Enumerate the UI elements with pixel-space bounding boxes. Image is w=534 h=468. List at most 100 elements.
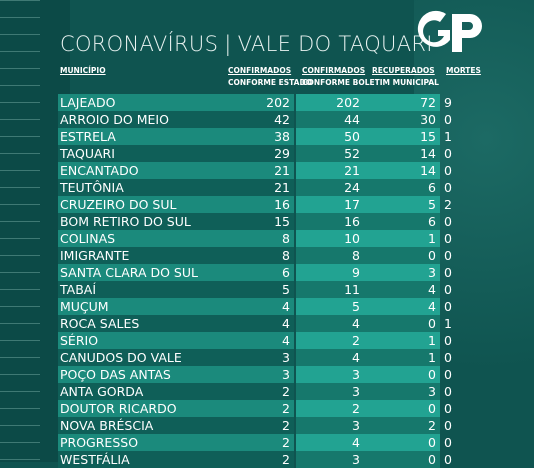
title-separator: | <box>224 32 232 56</box>
stripe-line <box>0 187 40 188</box>
table-row: NOVA BRÉSCIA 2 3 2 0 <box>58 417 472 434</box>
recuperados-cell: 72 <box>364 94 440 111</box>
stripe-line <box>0 425 40 426</box>
table-row: POÇO DAS ANTAS 3 3 0 0 <box>58 366 472 383</box>
confirmados-municipal-cell: 11 <box>296 281 364 298</box>
confirmados-estado-cell: 8 <box>230 230 294 247</box>
confirmados-municipal-cell: 50 <box>296 128 364 145</box>
mortes-cell: 0 <box>444 299 452 314</box>
stripe-line <box>0 102 40 103</box>
confirmados-estado-cell: 4 <box>230 315 294 332</box>
stripe-line <box>0 323 40 324</box>
municipio-cell: CANUDOS DO VALE <box>58 349 230 366</box>
stripe-line <box>0 204 40 205</box>
confirmados-estado-cell: 29 <box>230 145 294 162</box>
municipio-cell: ARROIO DO MEIO <box>58 111 230 128</box>
header-recuperados: RECUPERADOS <box>372 66 435 75</box>
header-mortes: MORTES <box>446 66 481 75</box>
mortes-cell: 0 <box>444 282 452 297</box>
table-row: ESTRELA 38 50 15 1 <box>58 128 472 145</box>
confirmados-municipal-cell: 2 <box>296 332 364 349</box>
mortes-cell: 0 <box>444 265 452 280</box>
recuperados-cell: 6 <box>364 213 440 230</box>
stripe-line <box>0 459 40 460</box>
confirmados-municipal-cell: 4 <box>296 349 364 366</box>
stripe-line <box>0 153 40 154</box>
mortes-cell: 0 <box>444 180 452 195</box>
confirmados-estado-cell: 2 <box>230 451 294 468</box>
page-title: CORONAVÍRUS | VALE DO TAQUARI <box>60 32 433 56</box>
confirmados-estado-cell: 21 <box>230 162 294 179</box>
mortes-cell: 0 <box>444 384 452 399</box>
confirmados-estado-cell: 2 <box>230 383 294 400</box>
stripe-line <box>0 34 40 35</box>
table-row: ENCANTADO 21 21 14 0 <box>58 162 472 179</box>
table-row: CANUDOS DO VALE 3 4 1 0 <box>58 349 472 366</box>
table-row: COLINAS 8 10 1 0 <box>58 230 472 247</box>
stripe-line <box>0 357 40 358</box>
mortes-cell: 0 <box>444 418 452 433</box>
mortes-cell: 0 <box>444 367 452 382</box>
table-row: LAJEADO 202 202 72 9 <box>58 94 472 111</box>
recuperados-cell: 1 <box>364 349 440 366</box>
confirmados-municipal-cell: 5 <box>296 298 364 315</box>
confirmados-municipal-cell: 8 <box>296 247 364 264</box>
stripe-line <box>0 136 40 137</box>
recuperados-cell: 3 <box>364 383 440 400</box>
recuperados-cell: 0 <box>364 366 440 383</box>
municipio-cell: TABAÍ <box>58 281 230 298</box>
stripe-line <box>0 306 40 307</box>
municipio-cell: BOM RETIRO DO SUL <box>58 213 230 230</box>
confirmados-estado-cell: 21 <box>230 179 294 196</box>
confirmados-estado-cell: 202 <box>230 94 294 111</box>
confirmados-estado-cell: 2 <box>230 417 294 434</box>
confirmados-municipal-cell: 44 <box>296 111 364 128</box>
title-region: VALE DO TAQUARI <box>237 32 433 56</box>
municipio-cell: CRUZEIRO DO SUL <box>58 196 230 213</box>
municipio-cell: POÇO DAS ANTAS <box>58 366 230 383</box>
stripe-line <box>0 374 40 375</box>
mortes-cell: 0 <box>444 435 452 450</box>
table-row: TABAÍ 5 11 4 0 <box>58 281 472 298</box>
stripe-line <box>0 17 40 18</box>
mortes-cell: 0 <box>444 163 452 178</box>
mortes-cell: 0 <box>444 146 452 161</box>
gp-logo-icon <box>417 10 482 52</box>
confirmados-municipal-cell: 3 <box>296 383 364 400</box>
confirmados-estado-cell: 2 <box>230 400 294 417</box>
confirmados-municipal-cell: 3 <box>296 417 364 434</box>
stripe-line <box>0 272 40 273</box>
confirmados-municipal-cell: 10 <box>296 230 364 247</box>
stripe-line <box>0 255 40 256</box>
table-row: ARROIO DO MEIO 42 44 30 0 <box>58 111 472 128</box>
mortes-cell: 0 <box>444 112 452 127</box>
confirmados-estado-cell: 38 <box>230 128 294 145</box>
recuperados-cell: 0 <box>364 434 440 451</box>
stripe-line <box>0 408 40 409</box>
municipio-cell: SANTA CLARA DO SUL <box>58 264 230 281</box>
recuperados-cell: 1 <box>364 332 440 349</box>
municipio-cell: ROCA SALES <box>58 315 230 332</box>
confirmados-municipal-cell: 9 <box>296 264 364 281</box>
confirmados-estado-cell: 2 <box>230 434 294 451</box>
table-row: BOM RETIRO DO SUL 15 16 6 0 <box>58 213 472 230</box>
recuperados-cell: 4 <box>364 298 440 315</box>
table-row: WESTFÁLIA 2 3 0 0 <box>58 451 472 468</box>
stripe-line <box>0 51 40 52</box>
stripe-line <box>0 119 40 120</box>
municipio-cell: TEUTÔNIA <box>58 179 230 196</box>
cases-table: LAJEADO 202 202 72 9 ARROIO DO MEIO 42 44 30 0 EST… <box>58 94 472 468</box>
confirmados-estado-cell: 4 <box>230 298 294 315</box>
header-municipio: MUNICÍPIO <box>60 66 106 75</box>
municipio-cell: IMIGRANTE <box>58 247 230 264</box>
recuperados-cell: 3 <box>364 264 440 281</box>
header-confirmados-municipal: CONFIRMADOS CONFORME BOLETIM MUNICIPAL <box>302 66 439 87</box>
confirmados-municipal-cell: 21 <box>296 162 364 179</box>
mortes-cell: 2 <box>444 197 452 212</box>
table-row: PROGRESSO 2 4 0 0 <box>58 434 472 451</box>
municipio-cell: LAJEADO <box>58 94 230 111</box>
municipio-cell: DOUTOR RICARDO <box>58 400 230 417</box>
mortes-cell: 0 <box>444 452 452 467</box>
municipio-cell: WESTFÁLIA <box>58 451 230 468</box>
confirmados-estado-cell: 3 <box>230 366 294 383</box>
